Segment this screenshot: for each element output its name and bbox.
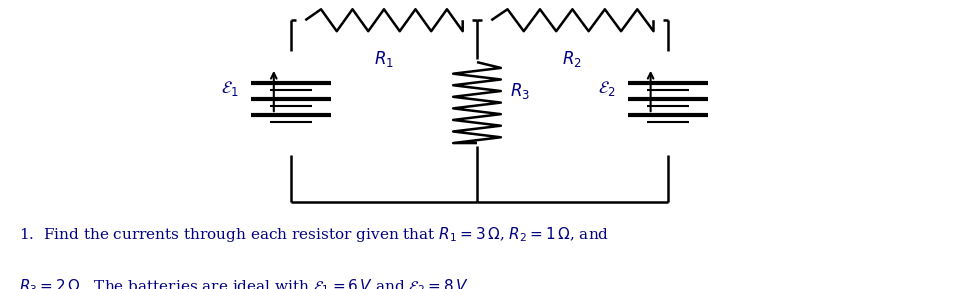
Text: $\mathcal{E}_1$: $\mathcal{E}_1$ — [220, 79, 238, 98]
Text: $R_2$: $R_2$ — [562, 49, 581, 69]
Text: $R_3 = 2\,\Omega$.  The batteries are ideal with $\mathcal{E}_1 = 6\,V$ and $\ma: $R_3 = 2\,\Omega$. The batteries are ide… — [19, 277, 471, 289]
Text: 1.  Find the currents through each resistor given that $R_1 = 3\,\Omega$, $R_2 =: 1. Find the currents through each resist… — [19, 225, 609, 244]
Text: $\mathcal{E}_2$: $\mathcal{E}_2$ — [598, 79, 615, 98]
Text: $R_3$: $R_3$ — [510, 81, 530, 101]
Text: $R_1$: $R_1$ — [374, 49, 394, 69]
